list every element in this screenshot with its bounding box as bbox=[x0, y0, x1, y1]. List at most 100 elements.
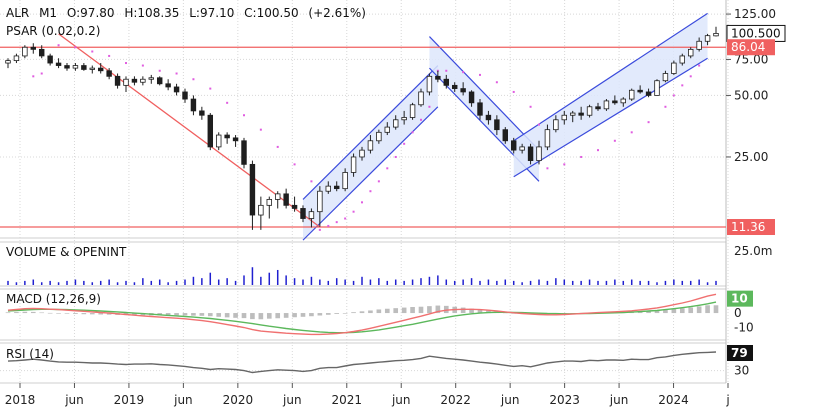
volume-bar bbox=[192, 276, 195, 285]
macd-histogram-bar bbox=[713, 305, 719, 314]
time-axis-label: jun bbox=[609, 393, 629, 407]
time-axis-label: jun bbox=[173, 393, 193, 407]
psar-dot bbox=[377, 180, 380, 183]
candle-up bbox=[687, 48, 694, 57]
macd-histogram-bar bbox=[351, 312, 356, 314]
macd-main-line bbox=[7, 293, 717, 336]
macd-histogram-bar bbox=[427, 306, 432, 314]
candle-down bbox=[207, 114, 214, 148]
panel-frames bbox=[0, 0, 727, 384]
macd-histogram-bar bbox=[671, 309, 677, 314]
macd-histogram-bar bbox=[258, 313, 264, 320]
psar-dot bbox=[226, 101, 229, 104]
candle-up bbox=[620, 98, 627, 104]
candle-up bbox=[662, 73, 669, 82]
volume-bar bbox=[15, 282, 18, 285]
psar-dot bbox=[563, 163, 566, 166]
candle-down bbox=[55, 62, 62, 66]
macd-histogram-bar bbox=[241, 313, 247, 319]
candle-down bbox=[300, 208, 306, 219]
psar-dot bbox=[647, 121, 650, 124]
candle-up bbox=[603, 100, 610, 110]
volume-bar bbox=[630, 279, 633, 285]
psar-dot bbox=[259, 128, 262, 131]
volume-bar bbox=[403, 280, 405, 285]
psar-dot bbox=[125, 62, 127, 65]
candle-down bbox=[64, 65, 70, 69]
candle-up bbox=[258, 204, 264, 216]
channel-upper-line bbox=[428, 36, 540, 151]
candle-up bbox=[671, 62, 677, 74]
time-axis-label: 2024 bbox=[658, 393, 689, 407]
candle-down bbox=[443, 78, 450, 86]
psar-dot bbox=[141, 64, 144, 67]
candle-up bbox=[317, 190, 323, 213]
volume-bar bbox=[664, 280, 667, 285]
candle-up bbox=[89, 67, 96, 70]
candle-up bbox=[586, 106, 593, 116]
psar-dot bbox=[512, 90, 515, 93]
psar-dot bbox=[293, 163, 296, 166]
macd-histogram-bar bbox=[174, 313, 179, 316]
macd-histogram-bar bbox=[679, 308, 685, 314]
volume-bar bbox=[133, 282, 136, 285]
psar-dot bbox=[630, 131, 633, 134]
candle-down bbox=[637, 89, 643, 93]
volume-bar bbox=[529, 280, 532, 285]
candle-down bbox=[612, 100, 618, 104]
candle-up bbox=[561, 114, 568, 121]
candle-down bbox=[477, 102, 483, 116]
macd-histogram-bar bbox=[283, 313, 289, 318]
psar-dot bbox=[698, 64, 701, 67]
volume-bar bbox=[614, 279, 616, 285]
psar-dot bbox=[327, 224, 330, 227]
candle-down bbox=[595, 106, 601, 110]
macd-histogram-bar bbox=[376, 309, 382, 314]
psar-dot bbox=[445, 69, 448, 72]
volume-bar bbox=[647, 280, 650, 285]
time-axis-label: 2019 bbox=[114, 393, 145, 407]
macd-panel-marks bbox=[5, 293, 719, 336]
macd-histogram-bar bbox=[359, 311, 365, 314]
channel-lower-line bbox=[513, 57, 708, 178]
time-axis-label: 2023 bbox=[549, 393, 580, 407]
candle-up bbox=[308, 211, 315, 219]
volume-bar bbox=[479, 280, 481, 285]
candle-down bbox=[47, 55, 53, 64]
psar-dot bbox=[672, 94, 675, 97]
macd-histogram-bar bbox=[705, 305, 710, 314]
psar-dot bbox=[546, 167, 549, 170]
macd-histogram-bar bbox=[14, 312, 19, 314]
volume-bar bbox=[226, 278, 228, 285]
psar-dot bbox=[276, 145, 279, 148]
psar-dot bbox=[495, 81, 498, 84]
volume-bar bbox=[234, 280, 237, 285]
macd-histogram-bar bbox=[696, 306, 702, 314]
volume-bar bbox=[57, 282, 60, 285]
volume-bar bbox=[487, 279, 490, 285]
psar-dot bbox=[209, 87, 212, 90]
horizontal-levels bbox=[0, 46, 726, 228]
candle-down bbox=[190, 98, 197, 112]
volume-bar bbox=[276, 269, 279, 285]
macd-histogram-bar bbox=[688, 307, 694, 314]
candles bbox=[5, 26, 719, 230]
macd-histogram-bar bbox=[469, 308, 474, 314]
macd-histogram-bar bbox=[5, 312, 11, 314]
last-price-label: 100.500 bbox=[731, 26, 781, 40]
x-axis-labels: 2018 jun 2019 jun 2020 jun 2021 jun 2022 jun 2023 j… bbox=[5, 383, 730, 407]
candle-up bbox=[392, 119, 399, 128]
macd-histogram-bar bbox=[224, 313, 230, 318]
candle-up bbox=[569, 112, 576, 116]
candle-down bbox=[283, 193, 289, 206]
candle-down bbox=[30, 46, 37, 50]
candle-down bbox=[502, 129, 509, 142]
macd-histogram-bar bbox=[216, 313, 222, 317]
time-axis-label: 2021 bbox=[331, 393, 362, 407]
volume-bar bbox=[681, 280, 684, 285]
candle-up bbox=[713, 33, 719, 37]
volume-bar bbox=[470, 278, 473, 285]
volume-bar bbox=[150, 280, 153, 285]
